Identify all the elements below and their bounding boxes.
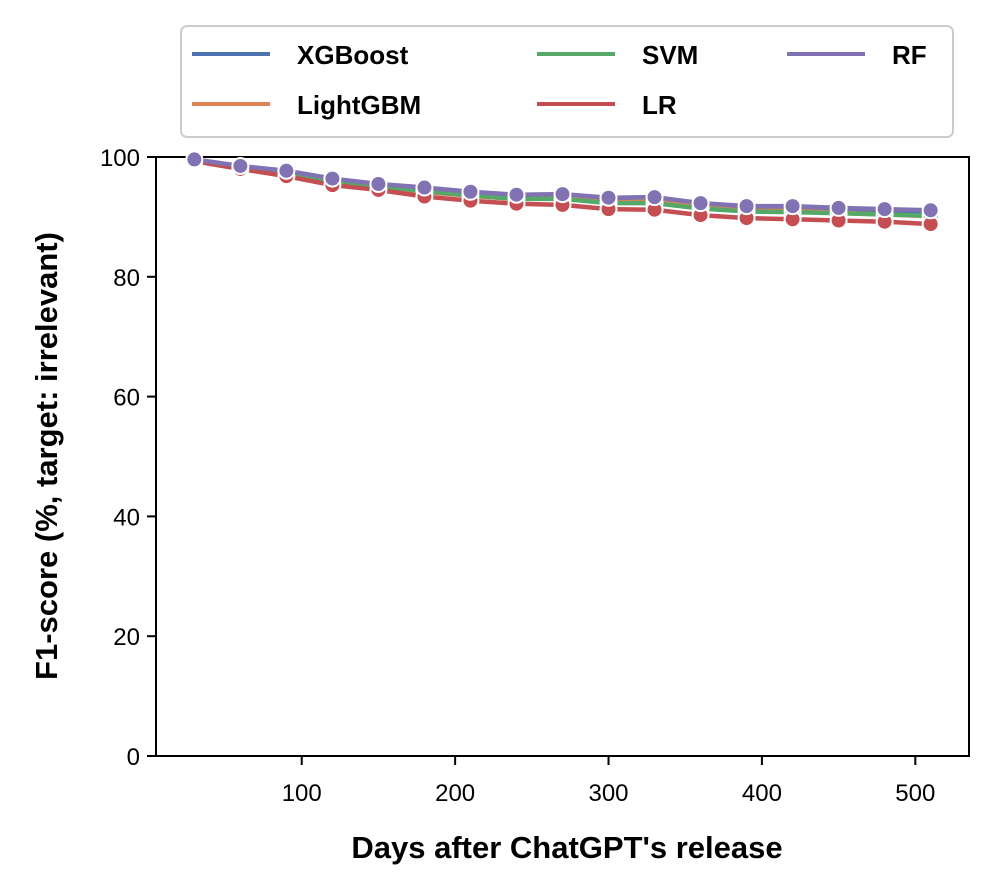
point-rf-420 [783, 197, 802, 216]
point-rf-390 [737, 197, 756, 216]
point-rf-450 [829, 198, 848, 217]
point-rf-90 [277, 161, 296, 180]
point-rf-60 [231, 156, 250, 175]
y-tick-label-80: 80 [113, 265, 140, 292]
legend-frame [180, 25, 954, 138]
legend-label-svm: SVM [642, 40, 698, 70]
x-tick-label-400: 400 [742, 780, 782, 807]
legend: XGBoost LightGBM SVM LR RF [180, 25, 954, 138]
x-axis-title: Days after ChatGPT's release [351, 830, 782, 865]
y-tick-label-0: 0 [127, 744, 140, 771]
y-axis-title: F1-score (%, target: irrelevant) [29, 232, 64, 680]
point-rf-480 [875, 200, 894, 219]
y-tick-label-40: 40 [113, 504, 140, 531]
point-rf-180 [415, 178, 434, 197]
point-rf-150 [369, 174, 388, 193]
plot-frame [155, 156, 970, 757]
series-rf [185, 150, 940, 220]
x-tick-label-500: 500 [895, 780, 935, 807]
legend-label-lr: LR [642, 90, 677, 120]
legend-label-xgboost: XGBoost [297, 40, 409, 70]
x-tick-label-100: 100 [282, 780, 322, 807]
point-rf-510 [921, 201, 940, 220]
legend-label-lightgbm: LightGBM [297, 90, 421, 120]
plot-area: 100 200 300 400 500 0 20 40 60 80 100 [100, 145, 970, 807]
y-tick-label-20: 20 [113, 624, 140, 651]
point-rf-120 [323, 169, 342, 188]
y-tick-label-100: 100 [100, 145, 140, 172]
x-tick-label-300: 300 [588, 780, 628, 807]
point-rf-360 [691, 194, 710, 213]
y-tick-label-60: 60 [113, 385, 140, 412]
axis-ticks: 100 200 300 400 500 0 20 40 60 80 100 [100, 145, 935, 807]
point-rf-30 [185, 150, 204, 169]
point-rf-330 [645, 188, 664, 207]
point-rf-210 [461, 182, 480, 201]
point-rf-300 [599, 188, 618, 207]
x-tick-label-200: 200 [435, 780, 475, 807]
legend-label-rf: RF [892, 40, 927, 70]
point-rf-240 [507, 185, 526, 204]
point-rf-270 [553, 185, 572, 204]
data-series [185, 150, 940, 234]
